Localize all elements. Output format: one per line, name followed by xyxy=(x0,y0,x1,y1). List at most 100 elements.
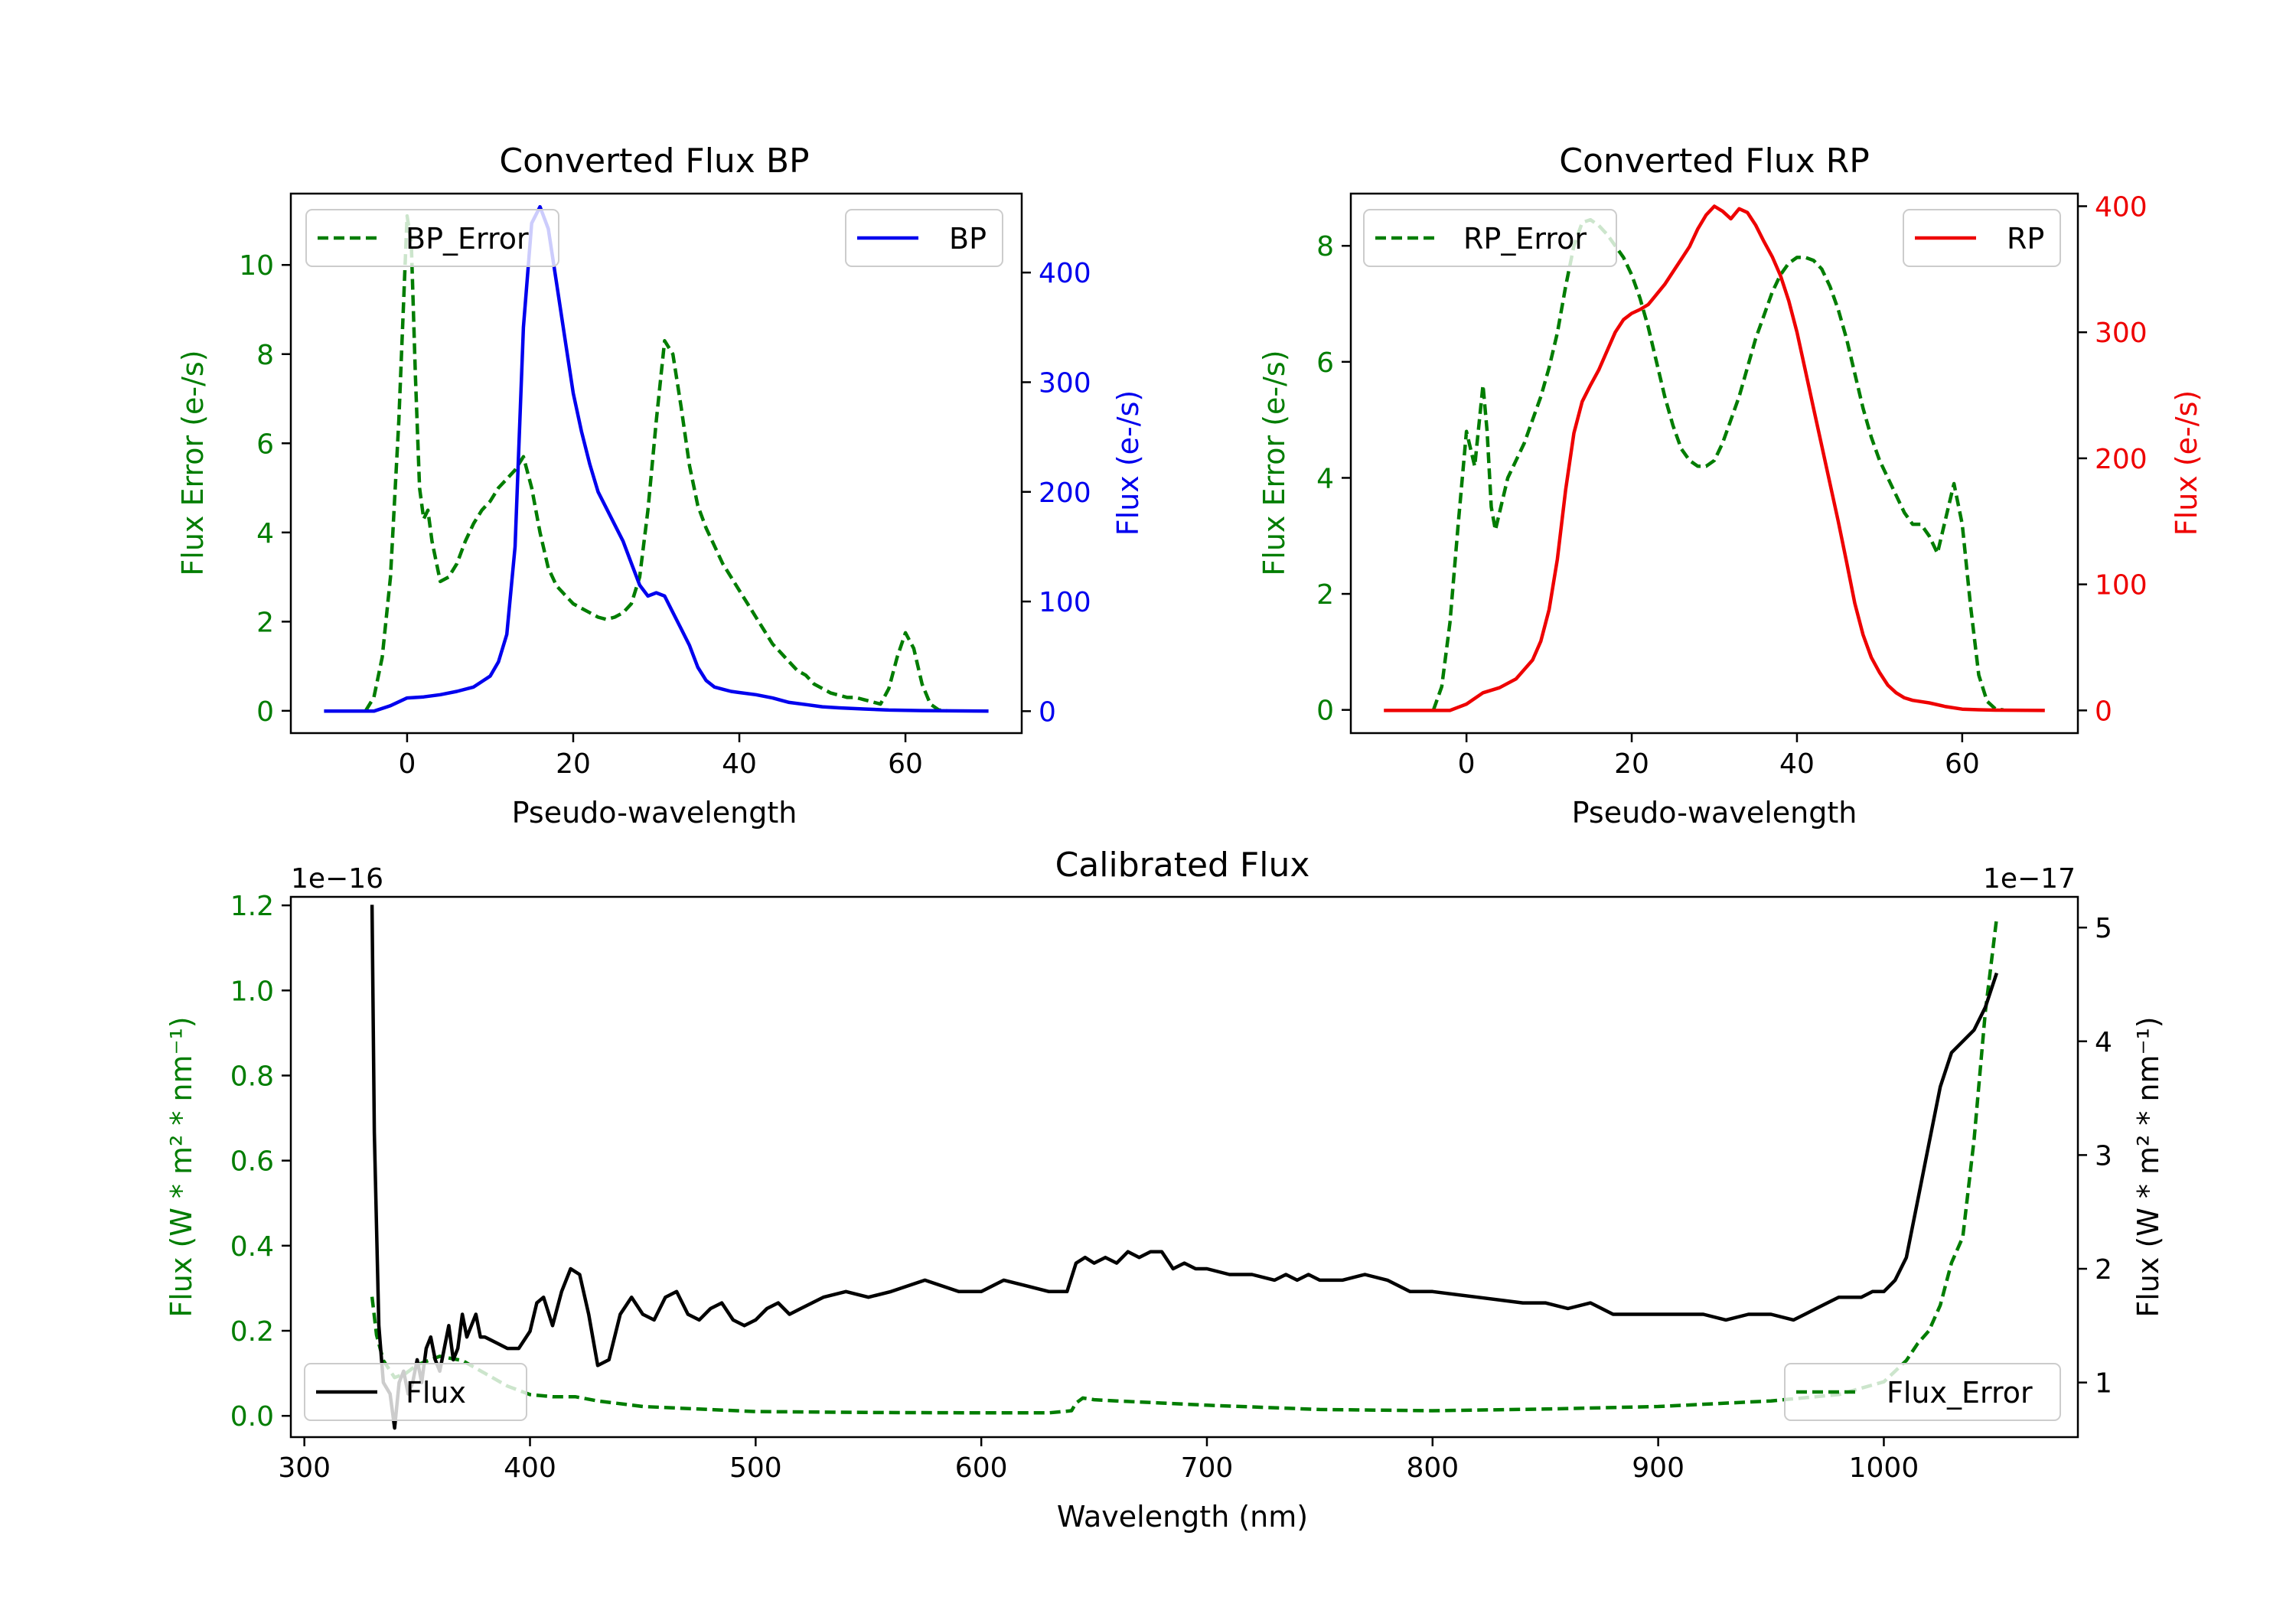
flux-series-line xyxy=(370,905,1999,1430)
rp-plot-frame xyxy=(1349,192,2079,735)
right-tick-label: 300 xyxy=(2095,318,2148,349)
calibrated-chart-title: Calibrated Flux xyxy=(1055,846,1310,885)
flux-legend-label: Flux xyxy=(406,1376,466,1410)
x-tick-label: 500 xyxy=(729,1452,782,1484)
bp-error-legend-label: BP_Error xyxy=(406,222,529,256)
bp-error-series-line xyxy=(364,214,947,713)
bp-error-legend: BP_Error xyxy=(305,209,559,267)
bp-left-ticks: 0 2 4 6 8 10 xyxy=(239,250,291,728)
calibrated-right-offset: 1e−17 xyxy=(1983,863,2076,895)
rp-plot-lines xyxy=(1384,204,2045,712)
calibrated-plot-lines xyxy=(370,905,1999,1430)
x-tick-label: 800 xyxy=(1406,1452,1459,1484)
x-tick-label: 60 xyxy=(1945,748,1980,780)
left-tick-label: 0 xyxy=(256,696,274,728)
left-tick-label: 2 xyxy=(256,607,274,638)
bp-x-axis-label: Pseudo-wavelength xyxy=(512,796,797,830)
bp-panel: Converted Flux BP 0 20 40 60 0 2 4 6 8 10 0 100 20… xyxy=(176,142,1145,830)
x-tick-label: 20 xyxy=(1614,748,1649,780)
rp-error-legend-label: RP_Error xyxy=(1463,222,1587,256)
calibrated-x-axis-label: Wavelength (nm) xyxy=(1057,1500,1308,1534)
x-tick-label: 300 xyxy=(278,1452,331,1484)
left-tick-label: 0.8 xyxy=(230,1061,274,1092)
left-tick-label: 0.6 xyxy=(230,1146,274,1178)
right-tick-label: 400 xyxy=(2095,191,2148,223)
rp-right-ticks: 0 100 200 300 400 xyxy=(2078,191,2148,727)
x-tick-label: 400 xyxy=(504,1452,556,1484)
flux-legend: Flux xyxy=(304,1363,527,1421)
rp-left-ticks: 0 2 4 6 8 xyxy=(1316,231,1351,727)
flux-error-series-line xyxy=(370,918,1999,1415)
rp-x-ticks: 0 20 40 60 xyxy=(1458,733,1980,780)
bp-plot-lines xyxy=(324,204,989,713)
rp-series-line xyxy=(1384,204,2045,712)
bp-chart-title: Converted Flux BP xyxy=(499,142,809,181)
x-tick-label: 60 xyxy=(888,748,923,780)
x-tick-label: 0 xyxy=(398,748,416,780)
flux-error-legend-label: Flux_Error xyxy=(1887,1376,2033,1410)
bp-x-ticks: 0 20 40 60 xyxy=(398,733,923,780)
right-tick-label: 400 xyxy=(1039,258,1091,289)
left-tick-label: 0 xyxy=(1316,696,1334,727)
right-tick-label: 4 xyxy=(2095,1027,2112,1058)
calibrated-left-axis-label: Flux (W * m² * nm⁻¹) xyxy=(165,1016,198,1317)
rp-right-axis-label: Flux (e-/s) xyxy=(2170,390,2203,536)
left-tick-label: 0.2 xyxy=(230,1316,274,1348)
right-tick-label: 200 xyxy=(2095,444,2148,475)
x-tick-label: 900 xyxy=(1632,1452,1684,1484)
x-tick-label: 40 xyxy=(722,748,757,780)
calibrated-right-axis-label: Flux (W * m² * nm⁻¹) xyxy=(2131,1016,2165,1317)
left-tick-label: 6 xyxy=(256,429,274,460)
x-tick-label: 700 xyxy=(1181,1452,1234,1484)
right-tick-label: 1 xyxy=(2095,1368,2112,1400)
right-tick-label: 200 xyxy=(1039,478,1091,509)
rp-error-legend: RP_Error xyxy=(1363,209,1617,267)
x-tick-label: 40 xyxy=(1779,748,1815,780)
bp-legend: BP xyxy=(845,209,1003,267)
right-tick-label: 0 xyxy=(1039,696,1056,728)
right-tick-label: 100 xyxy=(1039,587,1091,618)
left-tick-label: 1.2 xyxy=(230,891,274,922)
bp-plot-frame xyxy=(289,192,1023,735)
left-tick-label: 8 xyxy=(256,340,274,371)
calibrated-panel: Calibrated Flux 1e−16 1e−17 300 400 500 600… xyxy=(165,846,2165,1534)
left-tick-label: 2 xyxy=(1316,579,1334,611)
x-tick-label: 600 xyxy=(955,1452,1008,1484)
left-tick-label: 4 xyxy=(1316,463,1334,494)
right-tick-label: 300 xyxy=(1039,367,1091,399)
x-tick-label: 1000 xyxy=(1849,1452,1919,1484)
calibrated-plot-frame xyxy=(289,895,2079,1439)
rp-left-axis-label: Flux Error (e-/s) xyxy=(1257,350,1291,575)
left-tick-label: 0.0 xyxy=(230,1401,274,1433)
flux-error-legend: Flux_Error xyxy=(1784,1363,2061,1421)
rp-legend: RP xyxy=(1903,209,2061,267)
bp-legend-label: BP xyxy=(949,222,987,256)
right-tick-label: 3 xyxy=(2095,1140,2112,1172)
right-tick-label: 2 xyxy=(2095,1254,2112,1286)
calibrated-left-offset: 1e−16 xyxy=(291,863,383,895)
left-tick-label: 8 xyxy=(1316,231,1334,262)
left-tick-label: 0.4 xyxy=(230,1231,274,1263)
right-tick-label: 100 xyxy=(2095,570,2148,601)
x-tick-label: 20 xyxy=(556,748,591,780)
rp-panel: Converted Flux RP 0 20 40 60 0 2 4 6 8 0 100 200 3… xyxy=(1257,142,2203,830)
rp-error-series-line xyxy=(1431,217,2004,712)
right-tick-label: 5 xyxy=(2095,913,2112,944)
left-tick-label: 1.0 xyxy=(230,976,274,1007)
bp-series-line xyxy=(324,204,989,713)
rp-chart-title: Converted Flux RP xyxy=(1559,142,1870,181)
calibrated-left-ticks: 0.0 0.2 0.4 0.6 0.8 1.0 1.2 xyxy=(230,891,291,1433)
calibrated-x-ticks: 300 400 500 600 700 800 900 1000 xyxy=(278,1437,1919,1484)
calibrated-right-ticks: 1 2 3 4 5 xyxy=(2078,913,2112,1400)
bp-left-axis-label: Flux Error (e-/s) xyxy=(176,350,210,575)
left-tick-label: 10 xyxy=(239,250,274,282)
rp-x-axis-label: Pseudo-wavelength xyxy=(1572,796,1857,830)
rp-legend-label: RP xyxy=(2007,222,2044,256)
x-tick-label: 0 xyxy=(1458,748,1476,780)
bp-right-axis-label: Flux (e-/s) xyxy=(1111,390,1145,536)
left-tick-label: 4 xyxy=(256,518,274,549)
right-tick-label: 0 xyxy=(2095,696,2112,727)
left-tick-label: 6 xyxy=(1316,347,1334,379)
